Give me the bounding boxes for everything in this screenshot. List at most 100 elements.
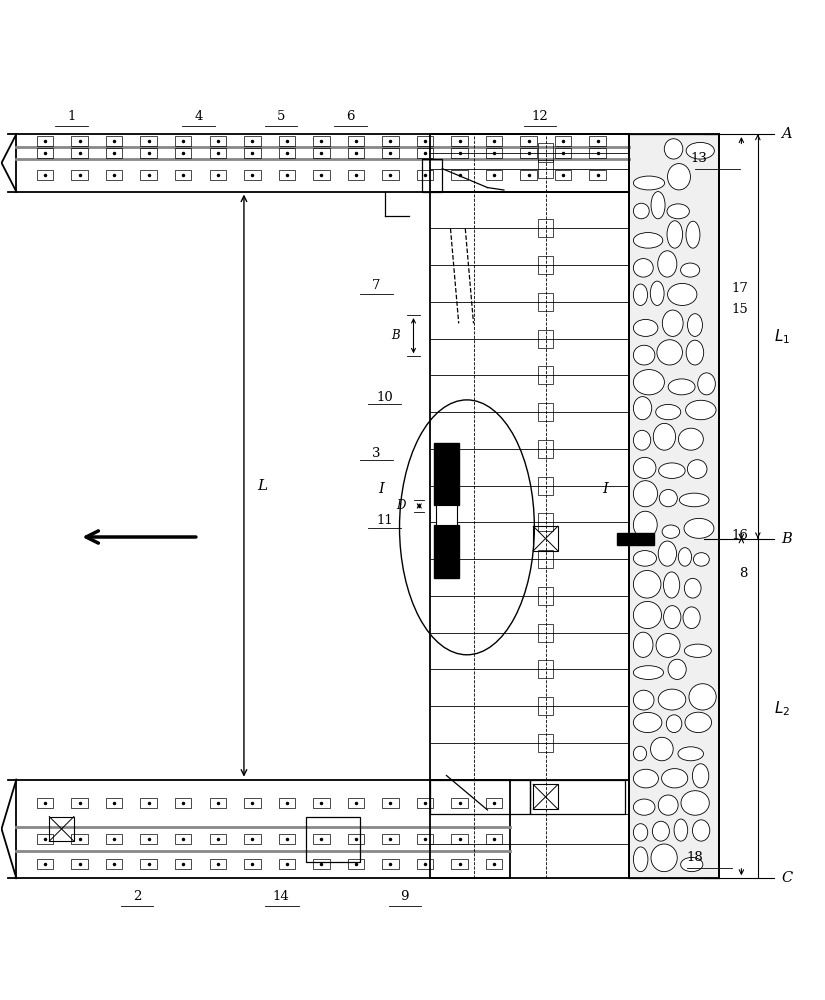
Bar bbox=[106, 798, 122, 808]
Text: $L_1$: $L_1$ bbox=[775, 327, 790, 346]
Ellipse shape bbox=[667, 715, 681, 733]
Bar bbox=[210, 834, 226, 844]
Ellipse shape bbox=[681, 263, 700, 277]
Ellipse shape bbox=[667, 164, 691, 190]
Ellipse shape bbox=[658, 251, 676, 277]
Bar bbox=[314, 859, 330, 869]
Bar bbox=[530, 780, 625, 814]
Bar bbox=[210, 859, 226, 869]
Ellipse shape bbox=[668, 379, 695, 395]
Bar bbox=[347, 834, 364, 844]
Bar bbox=[106, 136, 122, 146]
Bar bbox=[451, 148, 468, 158]
Ellipse shape bbox=[667, 283, 697, 305]
Ellipse shape bbox=[663, 606, 681, 629]
Text: I: I bbox=[601, 482, 607, 496]
Bar bbox=[538, 403, 553, 421]
Ellipse shape bbox=[634, 847, 648, 872]
Bar bbox=[486, 834, 502, 844]
Bar bbox=[175, 170, 191, 180]
Text: 9: 9 bbox=[400, 890, 408, 903]
Bar bbox=[140, 170, 157, 180]
Bar bbox=[244, 798, 261, 808]
Bar bbox=[538, 330, 553, 348]
Ellipse shape bbox=[692, 764, 709, 788]
Bar bbox=[314, 798, 330, 808]
Bar bbox=[629, 134, 719, 878]
Bar bbox=[589, 170, 606, 180]
Bar bbox=[244, 859, 261, 869]
Ellipse shape bbox=[634, 176, 665, 190]
Bar bbox=[72, 148, 88, 158]
Bar bbox=[37, 834, 54, 844]
Bar bbox=[538, 734, 553, 752]
Ellipse shape bbox=[653, 821, 669, 841]
Bar bbox=[589, 136, 606, 146]
Bar bbox=[434, 525, 459, 578]
Ellipse shape bbox=[634, 203, 649, 219]
Bar bbox=[417, 834, 433, 844]
Bar bbox=[382, 170, 398, 180]
Text: 14: 14 bbox=[272, 890, 290, 903]
Bar bbox=[538, 256, 553, 274]
Bar bbox=[279, 170, 295, 180]
Bar bbox=[140, 136, 157, 146]
Ellipse shape bbox=[634, 430, 651, 450]
Ellipse shape bbox=[687, 314, 702, 336]
Text: C: C bbox=[781, 871, 792, 885]
Text: 8: 8 bbox=[739, 567, 748, 580]
Ellipse shape bbox=[678, 428, 704, 450]
Text: 15: 15 bbox=[731, 303, 748, 316]
Bar bbox=[106, 170, 122, 180]
Text: 4: 4 bbox=[195, 110, 203, 123]
Ellipse shape bbox=[634, 481, 658, 507]
Text: 3: 3 bbox=[372, 447, 381, 460]
Bar bbox=[244, 148, 261, 158]
Bar bbox=[279, 148, 295, 158]
Bar bbox=[538, 550, 553, 568]
Bar bbox=[533, 526, 558, 551]
Text: L: L bbox=[257, 479, 267, 493]
Bar bbox=[72, 798, 88, 808]
Ellipse shape bbox=[686, 142, 714, 159]
Ellipse shape bbox=[694, 553, 710, 566]
Bar bbox=[140, 798, 157, 808]
Bar bbox=[382, 798, 398, 808]
Ellipse shape bbox=[658, 541, 676, 566]
Bar bbox=[417, 859, 433, 869]
Bar bbox=[37, 170, 54, 180]
Bar bbox=[175, 834, 191, 844]
Bar bbox=[486, 859, 502, 869]
Ellipse shape bbox=[634, 370, 664, 395]
Bar bbox=[555, 148, 572, 158]
Ellipse shape bbox=[686, 340, 704, 365]
Bar bbox=[72, 170, 88, 180]
Bar bbox=[210, 136, 226, 146]
Ellipse shape bbox=[650, 281, 664, 305]
Bar bbox=[37, 136, 54, 146]
Bar bbox=[538, 440, 553, 458]
Text: 13: 13 bbox=[691, 152, 707, 165]
Bar bbox=[314, 148, 330, 158]
Bar bbox=[50, 817, 74, 841]
Text: I: I bbox=[378, 482, 384, 496]
Text: 11: 11 bbox=[376, 514, 393, 527]
Bar bbox=[279, 834, 295, 844]
Ellipse shape bbox=[662, 310, 683, 336]
Ellipse shape bbox=[634, 319, 658, 336]
Ellipse shape bbox=[678, 548, 691, 566]
Bar bbox=[555, 170, 572, 180]
Bar bbox=[175, 859, 191, 869]
Ellipse shape bbox=[658, 689, 686, 710]
Ellipse shape bbox=[668, 659, 686, 679]
Bar bbox=[555, 136, 572, 146]
Bar bbox=[538, 624, 553, 642]
Text: 6: 6 bbox=[346, 110, 355, 123]
Ellipse shape bbox=[634, 632, 653, 657]
Bar bbox=[417, 148, 433, 158]
Ellipse shape bbox=[656, 633, 680, 657]
Bar bbox=[382, 859, 398, 869]
Bar bbox=[314, 834, 330, 844]
Ellipse shape bbox=[685, 644, 711, 657]
Ellipse shape bbox=[685, 712, 711, 733]
